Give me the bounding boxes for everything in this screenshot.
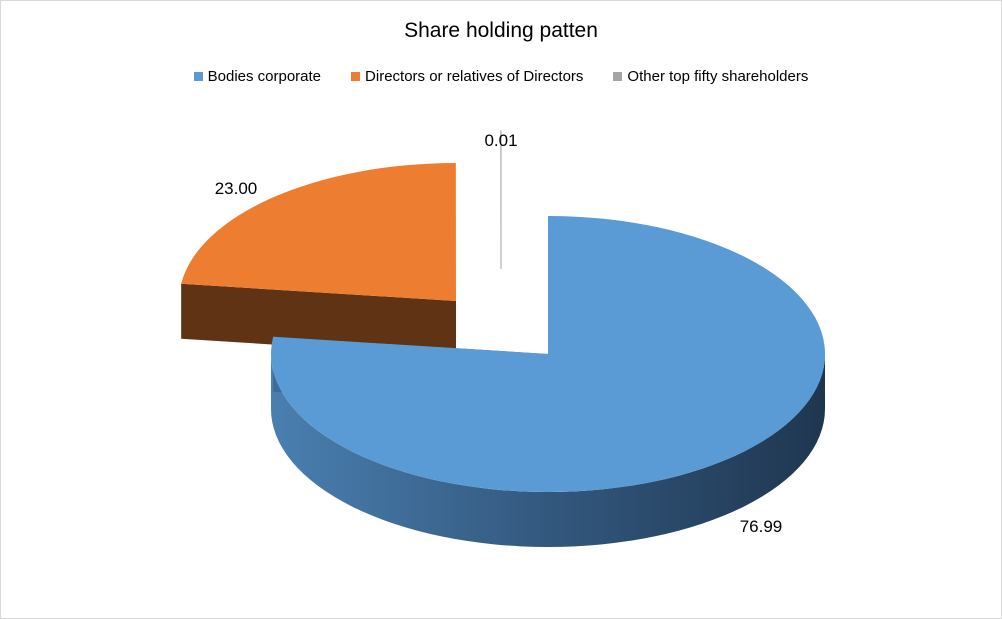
legend-swatch bbox=[193, 72, 203, 81]
legend-item-other-top-fifty: Other top fifty shareholders bbox=[613, 68, 808, 85]
legend-label: Directors or relatives of Directors bbox=[365, 68, 584, 85]
legend-item-bodies-corporate: Bodies corporate bbox=[193, 68, 322, 85]
slice-top-face bbox=[271, 216, 826, 492]
legend-swatch bbox=[351, 72, 361, 81]
legend: Bodies corporate Directors or relatives … bbox=[1, 68, 1001, 85]
legend-label: Bodies corporate bbox=[207, 68, 322, 85]
pie-slice-bodies-corporate bbox=[271, 216, 826, 547]
legend-item-directors: Directors or relatives of Directors bbox=[351, 68, 583, 85]
data-label: 0.01 bbox=[484, 131, 517, 150]
chart-title: Share holding patten bbox=[404, 19, 598, 42]
slice-cut-face bbox=[181, 283, 456, 356]
legend-label: Other top fifty shareholders bbox=[627, 68, 809, 85]
pie-slice-directors bbox=[181, 163, 456, 356]
legend-swatch bbox=[613, 72, 623, 81]
data-label: 76.99 bbox=[740, 517, 783, 536]
slice-top-face bbox=[181, 163, 456, 301]
data-label: 23.00 bbox=[215, 179, 258, 198]
slice-side-wall bbox=[271, 354, 825, 547]
